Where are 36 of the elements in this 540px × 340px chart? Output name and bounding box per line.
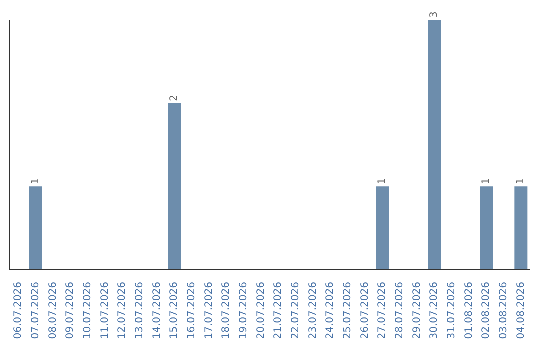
x-tick-label: 10.07.2026: [82, 282, 94, 340]
x-tick-label: 14.07.2026: [152, 282, 163, 340]
x-tick-label: 15.07.2026: [169, 282, 180, 340]
x-tick-label: 18.07.2026: [221, 282, 232, 340]
x-tick-label: 30.07.2026: [429, 282, 440, 340]
x-tick-label: 22.07.2026: [290, 282, 302, 340]
x-tick-label: 12.07.2026: [117, 282, 128, 340]
x-tick-label: 25.07.2026: [342, 282, 354, 340]
x-tick-label: 20.07.2026: [256, 282, 267, 340]
data-label: 3: [429, 12, 440, 18]
x-tick-label: 09.07.2026: [65, 282, 76, 340]
x-tick-label: 29.07.2026: [412, 282, 423, 340]
data-label: 1: [481, 178, 492, 185]
x-tick-label: 16.07.2026: [186, 282, 198, 340]
data-label: 1: [30, 178, 42, 185]
x-tick-label: 31.07.2026: [446, 282, 458, 340]
x-tick-label: 24.07.2026: [325, 282, 336, 340]
x-tick-label: 01.08.2026: [464, 282, 475, 340]
x-tick-label: 08.07.2026: [48, 282, 59, 340]
x-tick-label: 21.07.2026: [273, 282, 284, 340]
x-tick-label: 26.07.2026: [360, 282, 371, 340]
x-tick-label: 03.08.2026: [498, 282, 510, 340]
data-label: 1: [377, 178, 388, 185]
x-tick-label: 17.07.2026: [204, 282, 215, 340]
x-tick-label: 28.07.2026: [394, 282, 406, 340]
x-tick-label: 13.07.2026: [134, 282, 146, 340]
x-tick-label: 02.08.2026: [481, 282, 492, 340]
x-tick-label: 07.07.2026: [30, 282, 42, 340]
x-tick-label: 11.07.2026: [100, 282, 111, 340]
x-tick-label: 27.07.2026: [377, 282, 388, 340]
x-tick-label: 19.07.2026: [238, 282, 250, 340]
x-tick-label: 23.07.2026: [308, 282, 319, 340]
x-tick-label: 06.07.2026: [13, 282, 24, 340]
data-label: 2: [169, 94, 180, 102]
data-label: 1: [516, 178, 527, 185]
x-tick-label: 04.08.2026: [516, 282, 527, 340]
